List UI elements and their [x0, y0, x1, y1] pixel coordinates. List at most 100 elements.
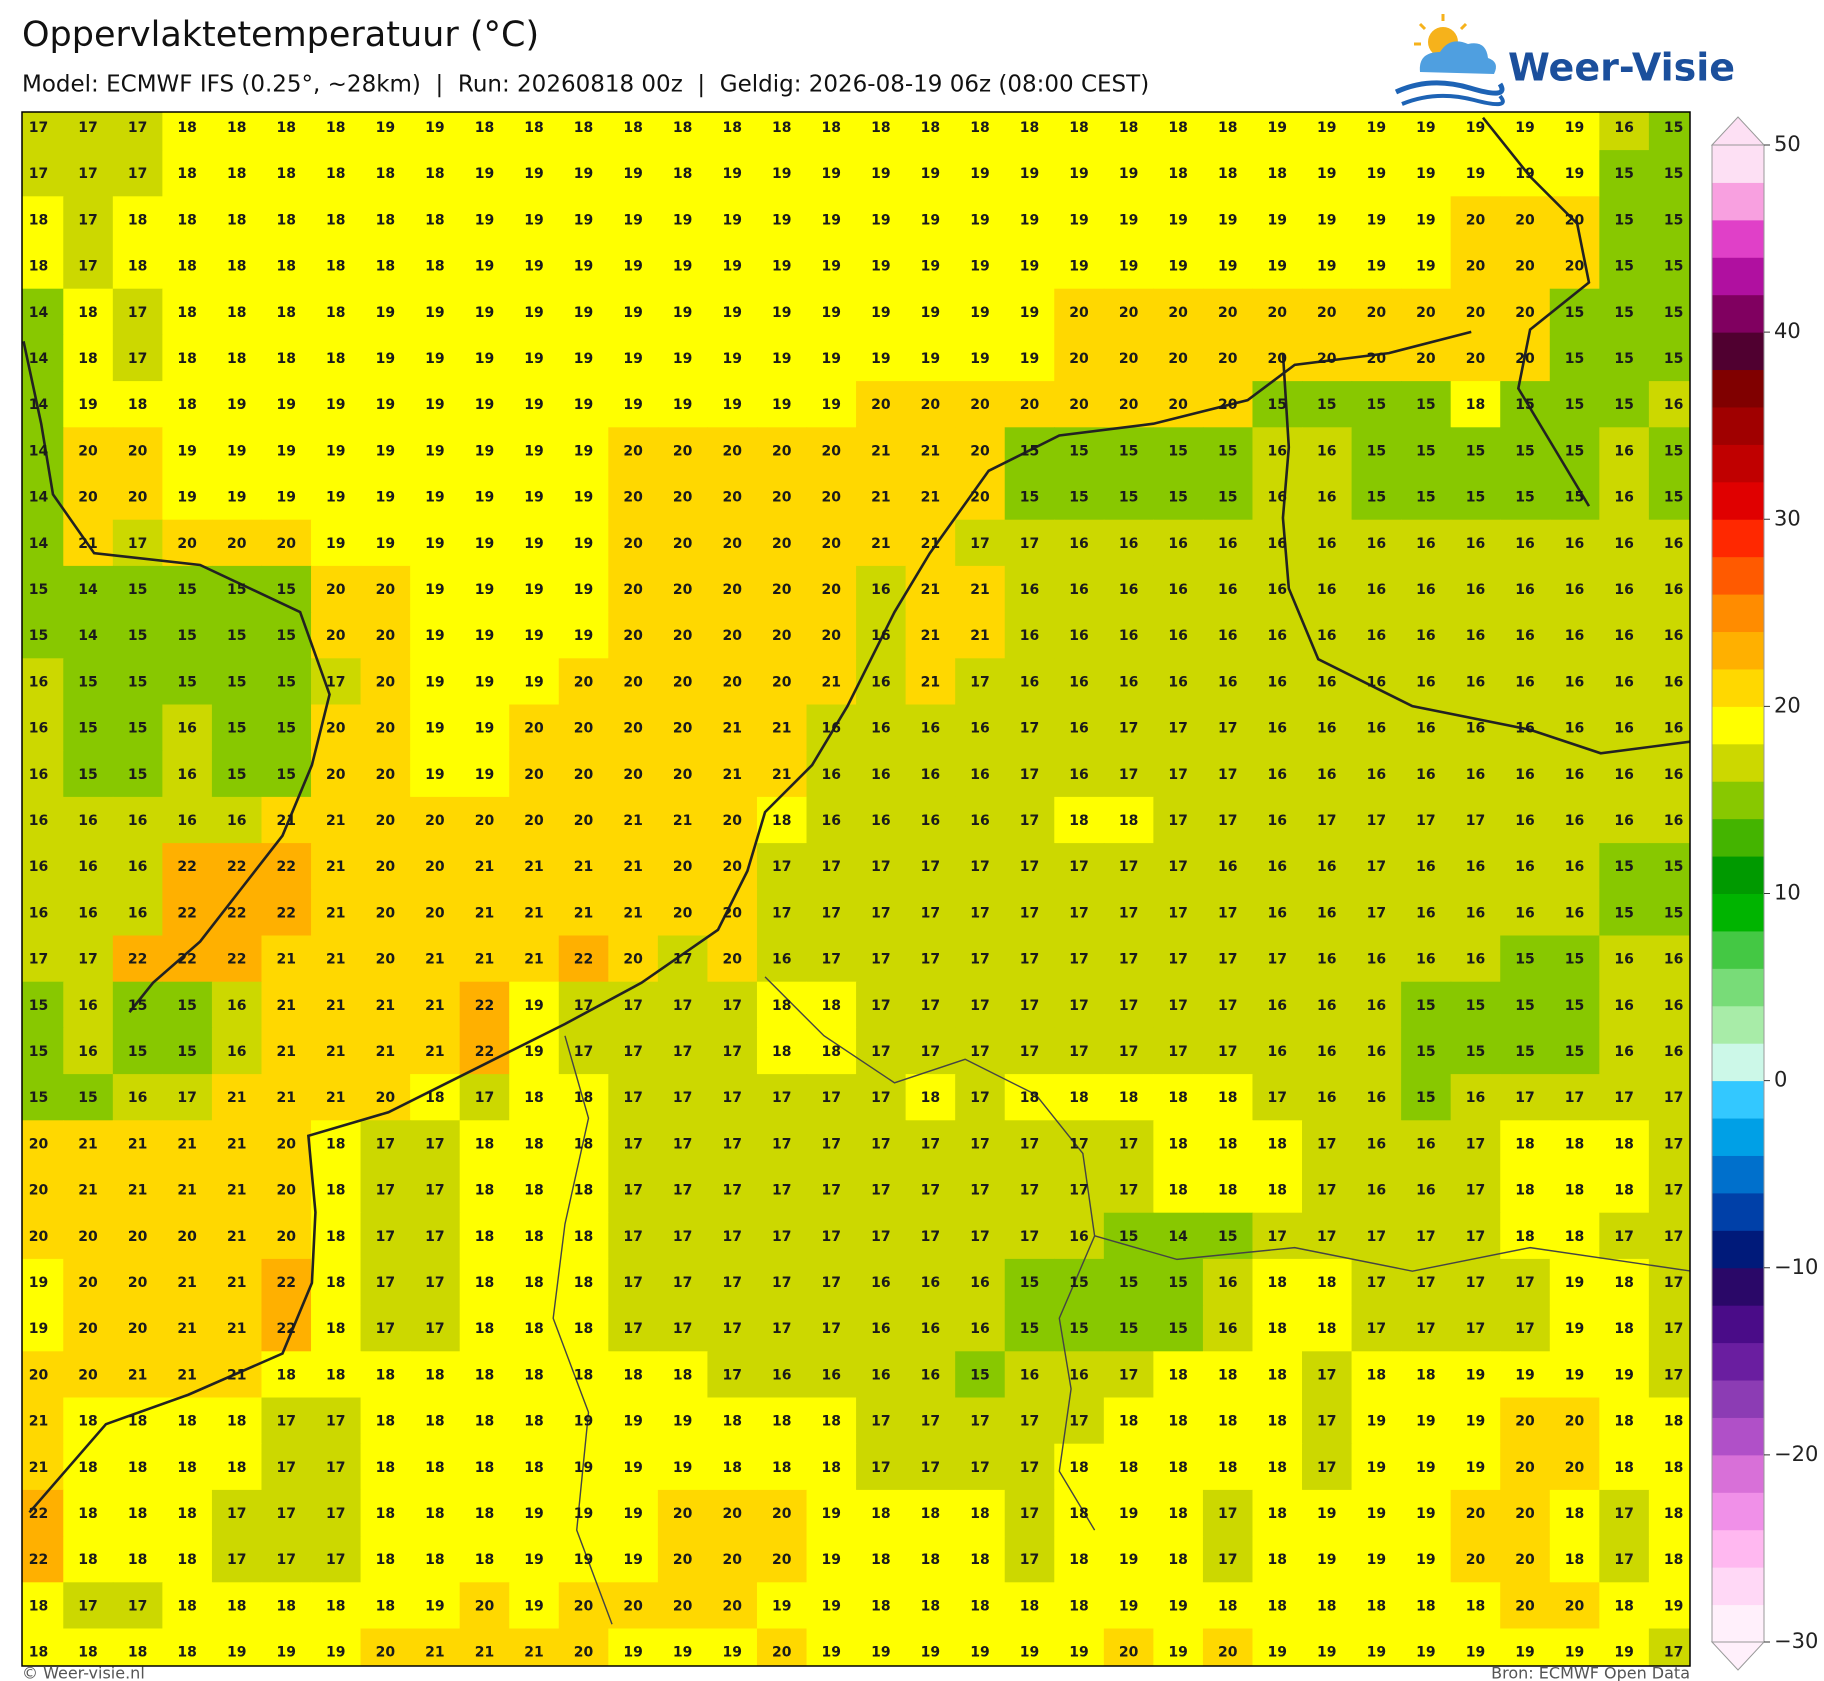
temperature-label: 17 [326, 674, 345, 690]
temperature-cell [1401, 1443, 1452, 1491]
temperature-label: 20 [970, 397, 990, 413]
temperature-cell [1450, 1212, 1501, 1260]
temperature-label: 19 [574, 582, 593, 598]
temperature-label: 15 [1416, 1044, 1435, 1060]
temperature-label: 15 [78, 721, 97, 737]
temperature-label: 17 [376, 1229, 395, 1245]
temperature-cell [756, 1536, 808, 1583]
temperature-label: 17 [970, 1414, 989, 1430]
temperature-label: 15 [29, 998, 48, 1014]
temperature-label: 18 [1268, 1414, 1287, 1430]
temperature-cell [756, 242, 808, 290]
temperature-cell [1202, 889, 1254, 937]
temperature-label: 16 [1069, 1229, 1088, 1245]
temperature-label: 15 [1218, 443, 1237, 459]
temperature-label: 18 [722, 1414, 741, 1430]
temperature-label: 17 [722, 1367, 741, 1383]
temperature-cell [509, 242, 560, 290]
temperature-cell [1004, 112, 1055, 151]
temperature-cell [1599, 112, 1650, 151]
temperature-label: 17 [277, 1506, 296, 1522]
temperature-cell [22, 1397, 64, 1445]
temperature-label: 17 [623, 998, 642, 1014]
temperature-label: 18 [1218, 1136, 1237, 1152]
temperature-cell [1153, 1443, 1204, 1491]
temperature-label: 19 [722, 166, 741, 182]
temperature-cell [955, 1628, 1006, 1666]
temperature-cell [905, 242, 956, 290]
temperature-label: 16 [1168, 628, 1187, 644]
temperature-cell [1252, 1351, 1303, 1399]
temperature-cell [657, 334, 709, 382]
temperature-label: 16 [128, 1090, 147, 1106]
temperature-label: 21 [772, 721, 791, 737]
temperature-cell [63, 1074, 114, 1121]
temperature-label: 17 [772, 1183, 791, 1199]
temperature-cell [756, 1489, 808, 1537]
temperature-label: 20 [722, 443, 742, 459]
temperature-cell [1351, 1120, 1402, 1168]
temperature-label: 18 [1614, 1598, 1633, 1614]
temperature-cell [1153, 658, 1204, 706]
temperature-label: 17 [277, 1460, 296, 1476]
temperature-cell [459, 658, 510, 706]
temperature-label: 19 [326, 443, 345, 459]
temperature-label: 16 [970, 767, 989, 783]
temperature-label: 16 [822, 721, 841, 737]
temperature-label: 16 [1268, 628, 1287, 644]
temperature-label: 16 [1466, 674, 1485, 690]
temperature-label: 16 [1268, 905, 1287, 921]
temperature-cell [1153, 889, 1204, 937]
temperature-label: 18 [574, 1229, 593, 1245]
temperature-label: 18 [574, 1090, 593, 1106]
temperature-cell [856, 1305, 907, 1352]
temperature-label: 15 [1664, 490, 1683, 506]
temperature-cell [1450, 427, 1501, 475]
temperature-cell [1500, 981, 1551, 1029]
temperature-cell [410, 288, 461, 336]
temperature-cell [360, 1258, 411, 1306]
temperature-label: 18 [177, 166, 196, 182]
colorbar-band [1712, 556, 1764, 595]
temperature-label: 17 [921, 1183, 940, 1199]
temperature-label: 21 [177, 1136, 196, 1152]
temperature-cell [707, 196, 758, 244]
temperature-cell [1549, 889, 1600, 937]
temperature-cell [22, 381, 64, 428]
temperature-cell [1302, 242, 1353, 290]
temperature-cell [1549, 981, 1600, 1029]
temperature-cell [311, 1536, 362, 1583]
temperature-label: 19 [1565, 1645, 1584, 1661]
temperature-label: 19 [772, 305, 791, 321]
colorbar-tick-label: 40 [1774, 319, 1801, 343]
temperature-label: 17 [326, 1414, 345, 1430]
temperature-cell [707, 1628, 758, 1666]
temperature-label: 19 [524, 443, 543, 459]
temperature-label: 20 [822, 582, 842, 598]
temperature-cell [707, 704, 758, 752]
temperature-cell [1202, 112, 1254, 151]
temperature-label: 17 [822, 1275, 841, 1291]
temperature-label: 15 [1664, 443, 1683, 459]
temperature-cell [707, 1305, 758, 1352]
temperature-cell [1450, 1166, 1501, 1214]
temperature-cell [657, 750, 709, 798]
temperature-label: 21 [227, 1229, 246, 1245]
temperature-label: 19 [376, 305, 395, 321]
temperature-label: 17 [1069, 1414, 1088, 1430]
temperature-label: 17 [1664, 1229, 1683, 1245]
temperature-cell [1153, 196, 1204, 244]
temperature-cell [608, 796, 659, 844]
temperature-label: 16 [1614, 490, 1633, 506]
temperature-label: 21 [277, 1090, 296, 1106]
temperature-label: 15 [277, 767, 296, 783]
temperature-label: 17 [1466, 1275, 1485, 1291]
temperature-cell [1153, 150, 1204, 197]
temperature-label: 16 [128, 813, 147, 829]
temperature-cell [608, 150, 659, 197]
temperature-cell [756, 196, 808, 244]
temperature-cell [1549, 334, 1600, 382]
temperature-label: 19 [1466, 1460, 1485, 1476]
temperature-label: 19 [425, 628, 444, 644]
temperature-label: 16 [1565, 536, 1584, 552]
